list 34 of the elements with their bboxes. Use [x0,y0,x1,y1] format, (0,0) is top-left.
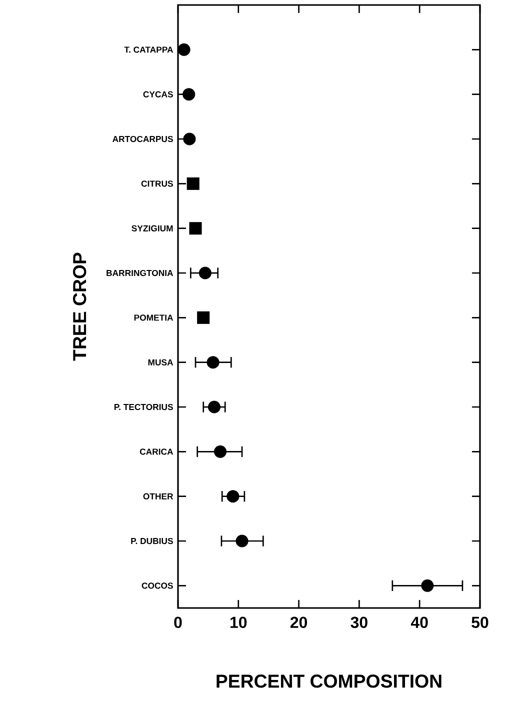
point [236,534,248,548]
point [198,266,212,280]
y-tick-label: ARTOCARPUS [112,136,173,142]
x-tick-label: 10 [230,616,247,628]
point [197,311,210,324]
point [186,177,200,190]
point [178,43,190,56]
x-tick-label: 50 [472,616,488,628]
y-tick-label: CARICA [140,448,174,455]
y-tick-label: MUSA [148,359,174,366]
point [189,222,202,235]
point [214,445,227,458]
y-axis-title: TREE CROP [72,252,86,361]
point [208,400,221,414]
y-tick-label: BARRINGTONIA [106,270,174,276]
x-axis-title: PERCENT COMPOSITION [216,674,442,688]
point [206,356,220,369]
y-tick-label: P. DUBIUS [131,538,173,544]
x-tick-label: 40 [410,616,428,628]
y-tick-label: CYCAS [143,91,173,98]
y-tick-label: COCOS [142,582,173,589]
y-tick-label: SYZIGIUM [132,225,173,232]
x-tick-label: 0 [174,616,182,628]
x-tick-label: 30 [350,616,368,628]
point [226,490,240,503]
point [183,132,196,146]
point [421,579,434,592]
x-tick-label: 20 [290,616,308,628]
y-tick-label: T. CATAPPA [124,46,174,53]
y-tick-label: OTHER [143,493,174,500]
y-tick-label: P. TECTORIUS [114,404,173,410]
y-tick-label: CITRUS [141,180,173,187]
y-tick-label: POMETIA [134,314,174,321]
point [182,88,196,101]
